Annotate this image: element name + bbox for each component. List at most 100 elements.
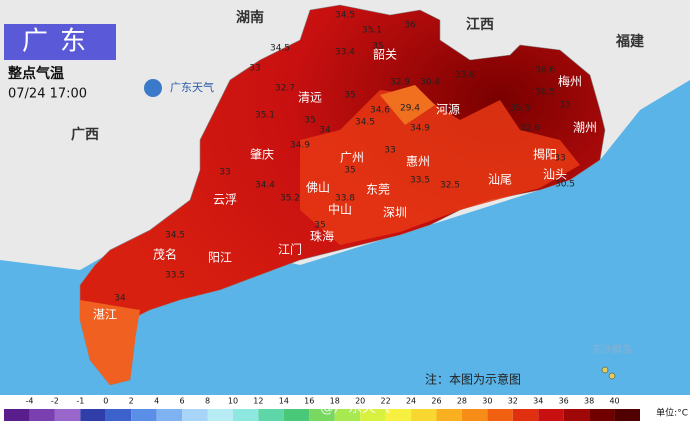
- city-label: 韶关: [373, 47, 397, 62]
- legend-tick: 14: [279, 397, 289, 406]
- temperature: 36.6: [535, 66, 555, 76]
- city-label: 阳江: [208, 251, 232, 265]
- legend-swatch: [156, 409, 183, 421]
- temperature: 29.4: [400, 104, 420, 114]
- temperature: 32.9: [390, 78, 410, 88]
- city-label: 广州: [340, 151, 364, 165]
- temperature: 34.5: [165, 231, 185, 241]
- temperature: 35: [344, 91, 355, 101]
- temperature: 34.9: [410, 124, 430, 134]
- note: 注：本图为示意图: [425, 372, 521, 387]
- legend-swatch: [131, 409, 157, 421]
- legend-swatch: [258, 409, 284, 421]
- legend-tick: 4: [154, 397, 159, 406]
- temperature: 35: [304, 116, 315, 126]
- legend-tick: 16: [304, 397, 314, 406]
- legend-swatch: [589, 409, 615, 421]
- legend-swatch: [309, 409, 335, 421]
- subtitle: 整点气温: [7, 65, 64, 82]
- legend-swatch: [54, 409, 81, 421]
- region-label: 湖南: [236, 9, 264, 26]
- temperature: 33.5: [410, 176, 430, 186]
- legend-tick: 36: [559, 397, 569, 406]
- temperature: 34: [319, 126, 331, 136]
- city-label: 揭阳: [533, 147, 557, 162]
- legend-swatch: [283, 409, 310, 421]
- city-label: 江门: [278, 242, 302, 257]
- legend-tick: 20: [355, 397, 365, 406]
- legend-tick: 18: [330, 397, 340, 406]
- legend-swatch: [512, 409, 539, 421]
- temperature: 34.6: [370, 106, 390, 116]
- legend-unit: 单位:°C: [656, 407, 688, 419]
- city-label: 珠海: [310, 229, 334, 244]
- legend-tick: 24: [406, 397, 416, 406]
- temperature: 35: [344, 166, 355, 176]
- city-label: 深圳: [383, 206, 407, 220]
- legend-tick: -2: [51, 397, 59, 406]
- legend-tick: 38: [584, 397, 594, 406]
- title: 广东: [22, 27, 98, 57]
- temperature: 35.2: [280, 194, 300, 204]
- temperature: 35.1: [362, 26, 382, 36]
- temperature: 34.5: [335, 11, 355, 21]
- sea: [0, 80, 690, 395]
- legend-swatch: [232, 409, 259, 421]
- legend-swatch: [538, 409, 564, 421]
- temperature: 33: [554, 154, 565, 164]
- temperature: 33: [219, 168, 230, 178]
- legend-tick: 28: [457, 397, 467, 406]
- city-label: 茂名: [153, 247, 177, 262]
- legend-swatch: [334, 409, 361, 421]
- temperature: 36: [404, 21, 416, 31]
- temperature: 32.6: [520, 124, 540, 134]
- city-label: 清远: [298, 91, 322, 105]
- temperature: 34.9: [290, 141, 310, 151]
- logo-icon: [144, 79, 162, 97]
- legend-tick: 40: [609, 397, 619, 406]
- temperature: 33: [559, 101, 570, 111]
- city-label: 佛山: [306, 181, 330, 195]
- city-label: 河源: [436, 103, 460, 117]
- city-label: 云浮: [213, 193, 237, 207]
- temperature: 35: [314, 221, 325, 231]
- legend-tick: 26: [431, 397, 441, 406]
- logo: 广东天气: [170, 80, 214, 94]
- legend-tick: 8: [205, 397, 210, 406]
- region-label: 江西: [466, 16, 494, 33]
- legend-tick: 22: [381, 397, 391, 406]
- city-label: 汕头: [543, 168, 567, 182]
- title-box: [4, 24, 116, 60]
- temperature: 33.4: [335, 48, 355, 58]
- city-label: 惠州: [406, 155, 430, 169]
- warm-zone: [80, 300, 140, 385]
- temperature: 34.4: [255, 181, 275, 191]
- legend-swatch: [487, 409, 513, 421]
- temperature: 36.5: [535, 88, 555, 98]
- temperature: 34.5: [270, 44, 290, 54]
- legend-swatch: [182, 409, 208, 421]
- temperature: 33.8: [455, 71, 475, 81]
- temperature: 33: [249, 64, 260, 74]
- legend-tick: 30: [482, 397, 492, 406]
- legend-swatch: [563, 409, 590, 421]
- temperature: 35.1: [255, 111, 275, 121]
- temperature: 34.5: [355, 118, 375, 128]
- legend-tick: 12: [253, 397, 263, 406]
- city-label: 中山: [328, 202, 352, 217]
- legend-tick: 10: [228, 397, 238, 406]
- legend-swatch: [207, 409, 233, 421]
- time: 07/24 17:00: [8, 87, 87, 102]
- city-label: 东莞: [366, 183, 390, 197]
- legend-tick: 6: [180, 397, 185, 406]
- temperature: 35: [372, 42, 383, 52]
- islands: 东沙群岛: [592, 343, 632, 356]
- legend-tick: -4: [25, 397, 33, 406]
- legend-tick: 0: [103, 397, 108, 406]
- legend-swatch: [105, 409, 132, 421]
- legend-swatch: [360, 409, 386, 421]
- city-label: 汕尾: [488, 173, 512, 187]
- temperature: 33.5: [165, 271, 185, 281]
- legend-swatch: [80, 409, 106, 421]
